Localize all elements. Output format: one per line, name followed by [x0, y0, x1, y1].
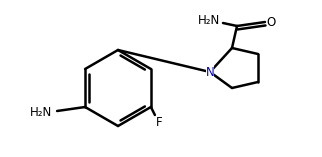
Text: N: N: [206, 65, 214, 78]
Text: H₂N: H₂N: [30, 106, 52, 119]
Text: H₂N: H₂N: [198, 14, 220, 27]
Text: F: F: [156, 116, 162, 130]
Text: O: O: [266, 16, 276, 29]
